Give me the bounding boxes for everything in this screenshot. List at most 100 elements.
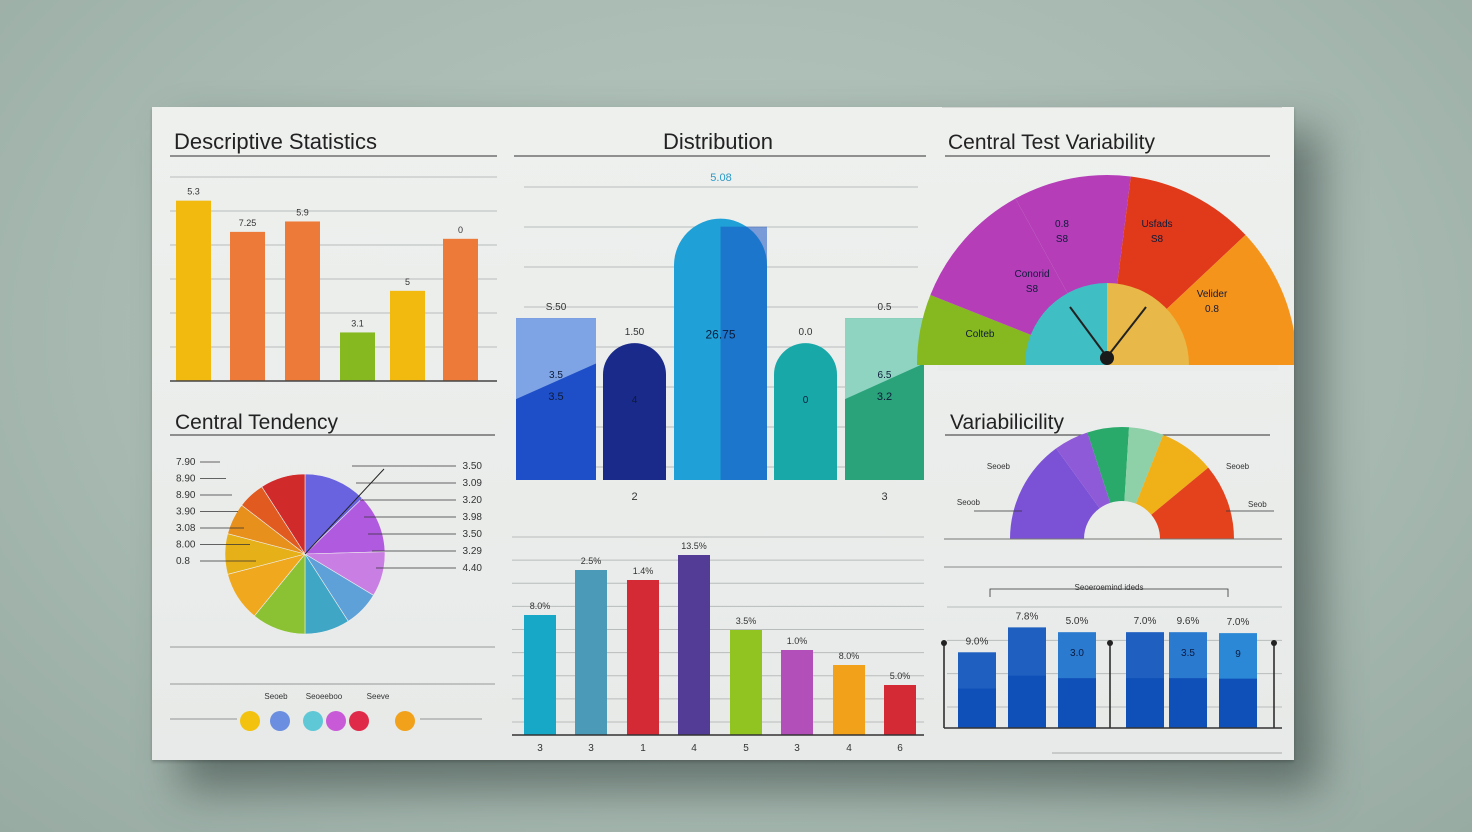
central-tendency-title: Central Tendency: [175, 411, 339, 434]
ctv-slice-label: Velider: [1197, 289, 1228, 300]
var-label: Seob: [1248, 500, 1267, 509]
var-slice: [1151, 467, 1234, 539]
ct-pointer: [304, 468, 385, 555]
desc-bar: [443, 238, 478, 381]
bc-bar: [678, 555, 710, 735]
ctv-slice-label: Colteb: [966, 329, 995, 340]
bc-data-label: 13.5%: [681, 541, 707, 551]
ctv-slice-label: S8: [1151, 234, 1164, 245]
dist-side-label: 1.50: [625, 327, 645, 338]
ct-right-label: 4.40: [463, 563, 483, 574]
dist-bar: [774, 343, 837, 480]
dist-lower-label: 3.2: [877, 391, 892, 403]
desc-bar: [230, 231, 265, 381]
desc-data-label: 5.9: [296, 207, 309, 217]
var-slice: [1135, 434, 1209, 515]
legend-swatch: [270, 711, 290, 731]
br-data-label: 5.0%: [1066, 616, 1089, 627]
desc-bar: [285, 221, 320, 381]
ct-right-label: 3.50: [463, 461, 483, 472]
ctv-needle-left: [1069, 306, 1108, 358]
stats-poster: Descriptive Statistics Distribution Cent…: [152, 107, 1294, 760]
bc-bar: [575, 570, 607, 735]
br-whisker-cap: [1107, 640, 1113, 646]
ctv-slice-label: S8: [1056, 234, 1069, 245]
central-test-gauge: Colteb Conorid S8 0.8 S8 Usfads S8 Velider 0.8: [917, 107, 1294, 371]
dist-bar-shade: [720, 226, 767, 480]
ct-left-label: 8.90: [176, 490, 196, 501]
legend-label: Seoeb: [264, 692, 288, 701]
br-data-label: 7.0%: [1227, 617, 1250, 628]
var-label: Seoeb: [987, 462, 1011, 471]
legend-swatch: [303, 711, 323, 731]
bc-data-label: 1.0%: [787, 636, 808, 646]
var-label: Seoeb: [1226, 462, 1250, 471]
br-whisker-cap: [1271, 640, 1277, 646]
bc-bar: [524, 615, 556, 735]
ctv-needle-right: [1106, 306, 1147, 358]
distribution-bar-chart: 5.08 3.5 S.50 3.5 4 1.50 2 26.75 0 0.0 6.5 0.5 3.2 3: [516, 172, 924, 503]
ct-left-label: 8.00: [176, 540, 196, 551]
bottom-center-bar-chart: 8.0% 3 2.5% 3 1.4% 1 13.5% 4 3.5% 5 1.0% 3 8.0% 4 5.0%…: [512, 536, 924, 754]
dist-bar-shade: [516, 318, 596, 400]
bc-data-label: 5.0%: [890, 671, 911, 681]
var-slice: [1087, 427, 1130, 503]
var-slice: [1056, 432, 1111, 509]
ct-left-label: 7.90: [176, 457, 196, 468]
color-legend: Seoeb Seoeeboo Seeve: [170, 683, 495, 731]
bc-category-label: 3: [537, 743, 543, 754]
ctv-slice-label: 0.8: [1205, 304, 1219, 315]
bc-bar: [884, 685, 916, 735]
bc-category-label: 3: [588, 743, 594, 754]
desc-data-label: 0: [458, 225, 463, 235]
variability-title: Variabilicility: [950, 411, 1064, 434]
dist-bar-label: 0: [803, 395, 809, 406]
ctv-slice-label: 0.8: [1055, 219, 1069, 230]
bc-category-label: 1: [640, 743, 646, 754]
desc-data-label: 7.25: [239, 218, 257, 228]
bc-bar: [730, 630, 762, 735]
br-bar-lower: [1008, 675, 1046, 728]
legend-label: Seeve: [367, 692, 390, 701]
dist-side-label: 0.5: [878, 302, 892, 313]
ctv-needle-hub: [1100, 351, 1114, 365]
ct-left-label: 8.90: [176, 474, 196, 485]
ct-right-label: 3.20: [463, 495, 483, 506]
descriptive-bar-chart: 5.3 7.25 5.9 3.1 5 0: [170, 176, 497, 382]
dist-bar-label: 26.75: [705, 328, 735, 342]
dist-bar-label: 6.5: [878, 370, 892, 381]
dist-x-label: 3: [881, 491, 887, 503]
desc-bar: [390, 290, 425, 381]
ct-left-label: 3.08: [176, 523, 196, 534]
br-data-label: 9.0%: [966, 636, 989, 647]
legend-swatch: [240, 711, 260, 731]
ctv-slice-label: Conorid: [1014, 269, 1049, 280]
ct-left-label: 3.90: [176, 507, 196, 518]
variability-gauge: Seoeb Seoob Seoeb Seob: [944, 427, 1282, 568]
br-bar-lower: [1169, 678, 1207, 728]
bc-data-label: 3.5%: [736, 616, 757, 626]
br-bar-lower: [1058, 678, 1096, 728]
ct-right-label: 3.98: [463, 512, 483, 523]
dist-bar-shade: [845, 318, 924, 400]
ct-slice: [261, 473, 306, 556]
ctv-inner-right: [1107, 283, 1189, 365]
br-inner-label: 3.0: [1070, 648, 1084, 659]
legend-swatch: [326, 711, 346, 731]
desc-bar: [340, 332, 375, 381]
var-slice: [1010, 448, 1100, 539]
dist-bar: [603, 343, 666, 480]
br-whisker-cap: [941, 640, 947, 646]
bc-data-label: 2.5%: [581, 556, 602, 566]
legend-swatch: [349, 711, 369, 731]
dist-side-label: 0.0: [799, 327, 813, 338]
dist-top-label: 5.08: [710, 172, 731, 184]
br-inner-label: 9: [1235, 649, 1241, 660]
br-data-label: 9.6%: [1177, 616, 1200, 627]
poster-canvas: Descriptive Statistics Distribution Cent…: [170, 107, 1294, 754]
bc-data-label: 1.4%: [633, 566, 654, 576]
bottom-right-bar-chart: Seoeroemind ideds 9.0% 7.8% 5.0% 3.0 7.0% 9.6%…: [941, 583, 1282, 754]
legend-swatch: [395, 711, 415, 731]
bc-data-label: 8.0%: [530, 601, 551, 611]
dist-side-label: S.50: [546, 302, 567, 313]
